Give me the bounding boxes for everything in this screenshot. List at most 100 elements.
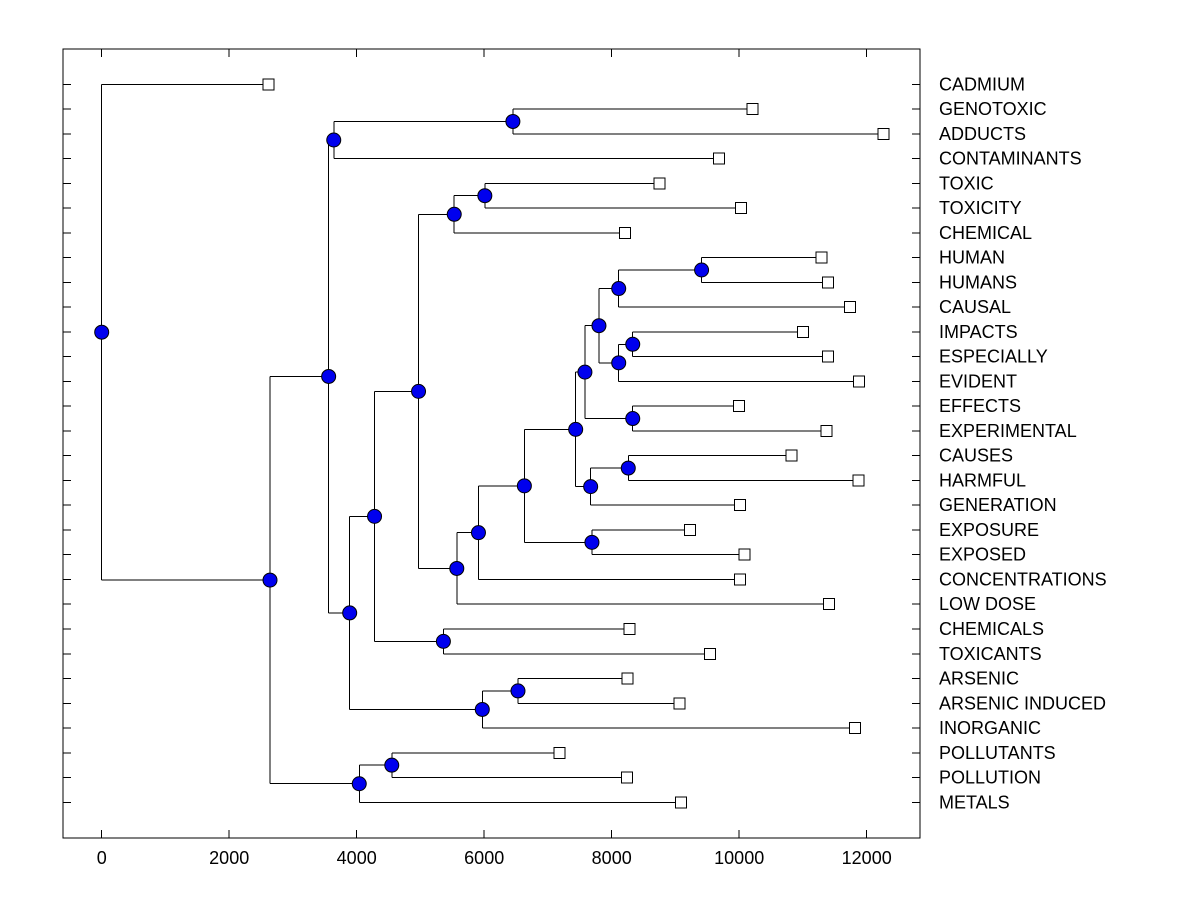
leaf-marker xyxy=(853,375,866,388)
axes-box xyxy=(62,48,921,839)
leaf-label: EFFECTS xyxy=(939,396,1021,416)
merge-node-marker xyxy=(262,572,278,588)
merge-node-marker xyxy=(625,336,641,352)
merge-node-marker xyxy=(510,683,526,699)
leaf-label: ADDUCTS xyxy=(939,124,1026,144)
merge-node-marker xyxy=(321,368,337,384)
leaf-label: EXPOSURE xyxy=(939,520,1039,540)
leaf-label: INORGANIC xyxy=(939,718,1041,738)
leaf-marker xyxy=(785,449,798,462)
axes-layer: 0 2000 4000 6000 8000 10000 12000 xyxy=(62,48,921,868)
leaf-marker xyxy=(712,152,725,165)
leaf-label: CONTAMINANTS xyxy=(939,149,1082,169)
leaf-label: ARSENIC xyxy=(939,669,1019,689)
leaf-label: CONCENTRATIONS xyxy=(939,569,1107,589)
leaf-marker xyxy=(844,301,857,314)
leaf-label: IMPACTS xyxy=(939,322,1018,342)
merge-node-marker xyxy=(568,421,584,437)
leaf-marker xyxy=(653,177,666,190)
merge-node-marker xyxy=(591,318,607,334)
x-tick-label: 10000 xyxy=(714,848,764,868)
leaf-marker xyxy=(621,771,633,784)
merge-node-marker xyxy=(351,776,367,792)
leaf-label: GENERATION xyxy=(939,495,1057,515)
leaf-label: HARMFUL xyxy=(939,470,1026,490)
leaf-marker xyxy=(735,202,748,215)
leaf-marker xyxy=(877,127,890,140)
leaf-marker xyxy=(821,276,834,289)
dendrogram-markers-layer xyxy=(94,78,890,809)
merge-node-marker xyxy=(611,355,627,371)
leaf-marker xyxy=(684,523,697,536)
merge-node-marker xyxy=(584,534,600,550)
merge-node-marker xyxy=(435,633,451,649)
leaf-marker xyxy=(821,350,834,363)
leaf-label: POLLUTION xyxy=(939,768,1041,788)
x-tick-label: 0 xyxy=(97,848,107,868)
merge-node-marker xyxy=(384,757,400,773)
merge-node-marker xyxy=(449,560,465,576)
merge-node-marker xyxy=(470,525,486,541)
leaf-marker xyxy=(623,622,636,635)
leaf-label: CADMIUM xyxy=(939,74,1025,94)
leaf-label: ESPECIALLY xyxy=(939,347,1048,367)
leaf-labels-layer: CADMIUM GENOTOXIC ADDUCTS CONTAMINANTS TOXIC… xyxy=(939,74,1107,812)
leaf-label: CAUSAL xyxy=(939,297,1011,317)
merge-node-marker xyxy=(577,364,593,380)
dendrogram-links-layer xyxy=(101,83,884,803)
merge-node-marker xyxy=(694,262,710,278)
merge-node-marker xyxy=(367,508,383,524)
leaf-marker xyxy=(796,325,809,338)
leaf-label: CAUSES xyxy=(939,446,1013,466)
x-tick-label: 4000 xyxy=(337,848,377,868)
leaf-label: TOXIC xyxy=(939,173,994,193)
leaf-marker xyxy=(738,548,751,561)
merge-node-marker xyxy=(411,383,427,399)
leaf-marker xyxy=(733,499,746,512)
leaf-marker xyxy=(621,672,634,685)
merge-node-marker xyxy=(516,478,532,494)
leaf-marker xyxy=(746,103,759,116)
leaf-marker xyxy=(262,78,275,91)
leaf-marker xyxy=(673,697,686,710)
leaf-label: LOW DOSE xyxy=(939,594,1036,614)
leaf-marker xyxy=(619,226,632,239)
leaf-label: POLLUTANTS xyxy=(939,743,1056,763)
merge-node-marker xyxy=(625,411,641,427)
leaf-label: HUMANS xyxy=(939,272,1017,292)
leaf-label: TOXICANTS xyxy=(939,644,1042,664)
x-tick-label: 8000 xyxy=(592,848,632,868)
leaf-marker xyxy=(820,424,833,437)
leaf-label: CHEMICAL xyxy=(939,223,1032,243)
merge-node-marker xyxy=(326,132,342,148)
leaf-label: EVIDENT xyxy=(939,371,1017,391)
leaf-marker xyxy=(553,746,566,759)
leaf-label: METALS xyxy=(939,792,1010,812)
leaf-marker xyxy=(703,647,716,660)
merge-node-marker xyxy=(505,113,521,129)
leaf-marker xyxy=(823,598,836,611)
leaf-label: HUMAN xyxy=(939,248,1005,268)
leaf-label: EXPOSED xyxy=(939,545,1026,565)
leaf-label: GENOTOXIC xyxy=(939,99,1047,119)
leaf-marker xyxy=(675,796,688,809)
merge-node-marker xyxy=(620,460,636,476)
merge-node-marker xyxy=(477,188,493,204)
x-tick-label: 6000 xyxy=(464,848,504,868)
merge-node-marker xyxy=(446,206,462,222)
leaf-marker xyxy=(733,573,746,586)
leaf-label: TOXICITY xyxy=(939,198,1022,218)
merge-node-marker xyxy=(611,281,627,297)
leaf-label: CHEMICALS xyxy=(939,619,1044,639)
x-tick-label: 2000 xyxy=(209,848,249,868)
merge-node-marker xyxy=(583,479,599,495)
leaf-label: EXPERIMENTAL xyxy=(939,421,1077,441)
merge-node-marker xyxy=(94,324,110,340)
merge-node-marker xyxy=(474,701,490,717)
leaf-marker xyxy=(849,722,862,735)
x-tick-label: 12000 xyxy=(842,848,892,868)
leaf-marker xyxy=(815,251,828,264)
leaf-marker xyxy=(852,474,865,487)
